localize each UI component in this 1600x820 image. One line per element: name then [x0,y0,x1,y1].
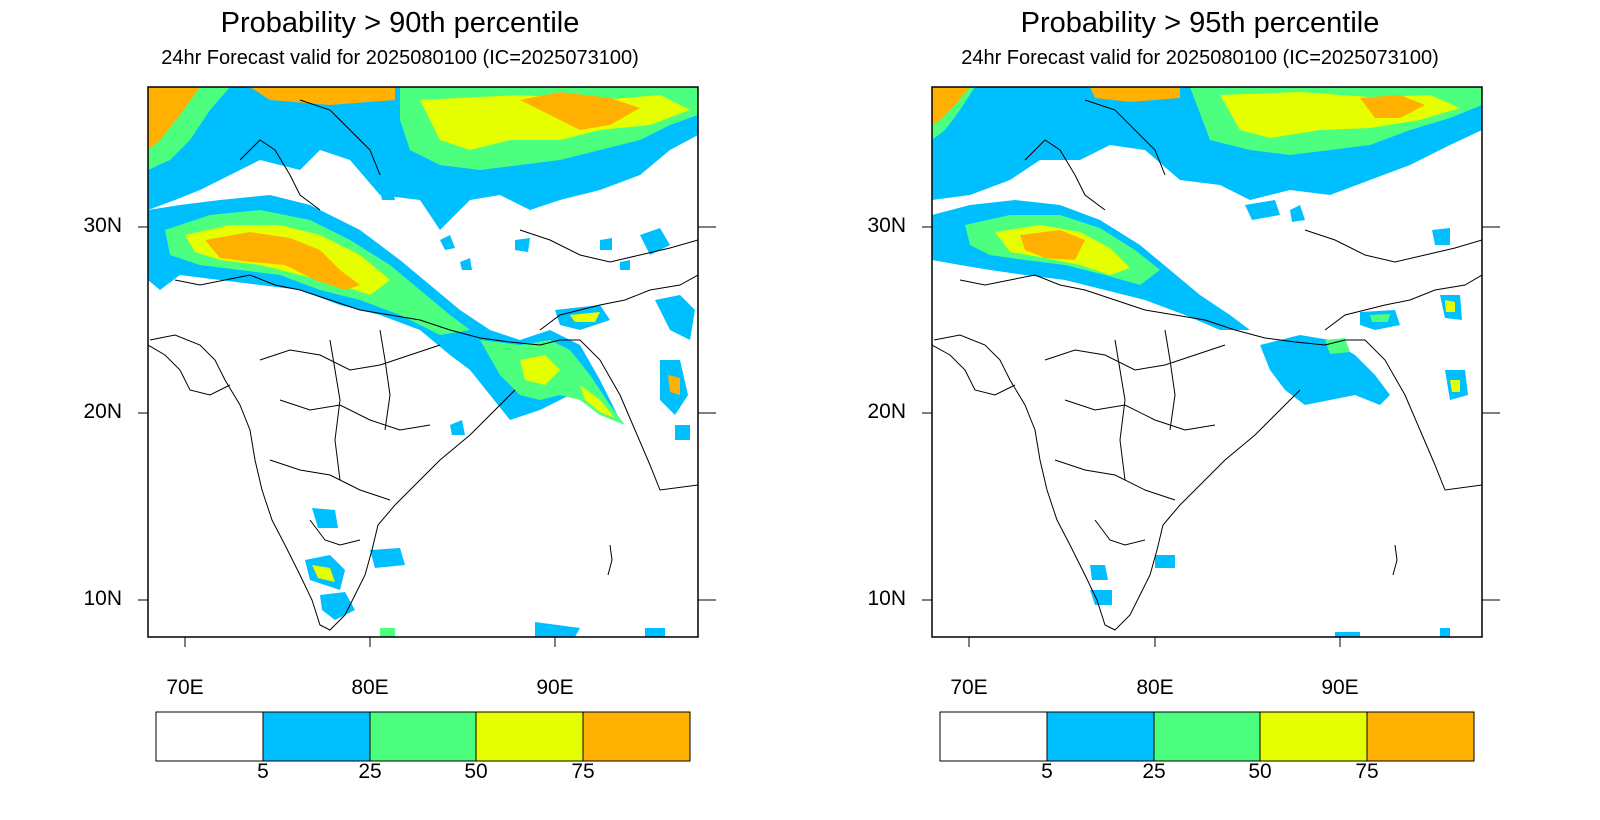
colorbar-bin [1153,711,1261,762]
lon-label: 80E [351,676,389,699]
colorbar [939,711,1475,762]
colorbar-label: 5 [257,760,269,783]
colorbar-bin [1259,711,1368,762]
boundaries [148,99,698,631]
colorbar-bin [1046,711,1155,762]
map-90th [138,86,716,762]
lon-label: 90E [1321,676,1359,699]
panel-title: Probability > 95th percentile [1020,7,1380,39]
colorbar-bin [582,711,691,762]
map-frame [931,86,1483,638]
lon-label: 70E [166,676,204,699]
panel-title: Probability > 90th percentile [220,7,580,39]
probability-field [148,87,698,637]
colorbar [155,711,691,762]
lat-label: 10N [83,587,122,610]
lat-label: 20N [867,400,906,423]
axis-ticks [922,226,1500,647]
panel-90th: Probability > 90th percentile 24hr Forec… [83,7,716,783]
colorbar-label: 50 [464,760,488,783]
lat-label: 10N [867,587,906,610]
colorbar-label: 25 [358,760,382,783]
map-95th [922,86,1500,762]
lon-label: 70E [950,676,988,699]
colorbar-label: 75 [1355,760,1379,783]
panel-subtitle: 24hr Forecast valid for 2025080100 (IC=2… [961,47,1439,69]
colorbar-label: 75 [571,760,595,783]
panel-subtitle: 24hr Forecast valid for 2025080100 (IC=2… [161,47,639,69]
probability-field [932,87,1482,637]
lat-label: 30N [867,214,906,237]
lon-label: 80E [1136,676,1174,699]
map-frame [147,86,699,638]
lon-label: 90E [536,676,574,699]
panel-95th: Probability > 95th percentile 24hr Forec… [800,0,1600,820]
boundaries [932,99,1482,631]
colorbar-label: 5 [1041,760,1053,783]
colorbar-label: 50 [1248,760,1272,783]
colorbar-bin [939,711,1048,762]
colorbar-bin [369,711,477,762]
colorbar-bin [262,711,371,762]
lat-label: 20N [83,400,122,423]
colorbar-bin [1366,711,1475,762]
lat-label: 30N [83,214,122,237]
colorbar-label: 25 [1142,760,1166,783]
axis-ticks [138,226,716,647]
colorbar-bin [155,711,264,762]
colorbar-bin [475,711,584,762]
